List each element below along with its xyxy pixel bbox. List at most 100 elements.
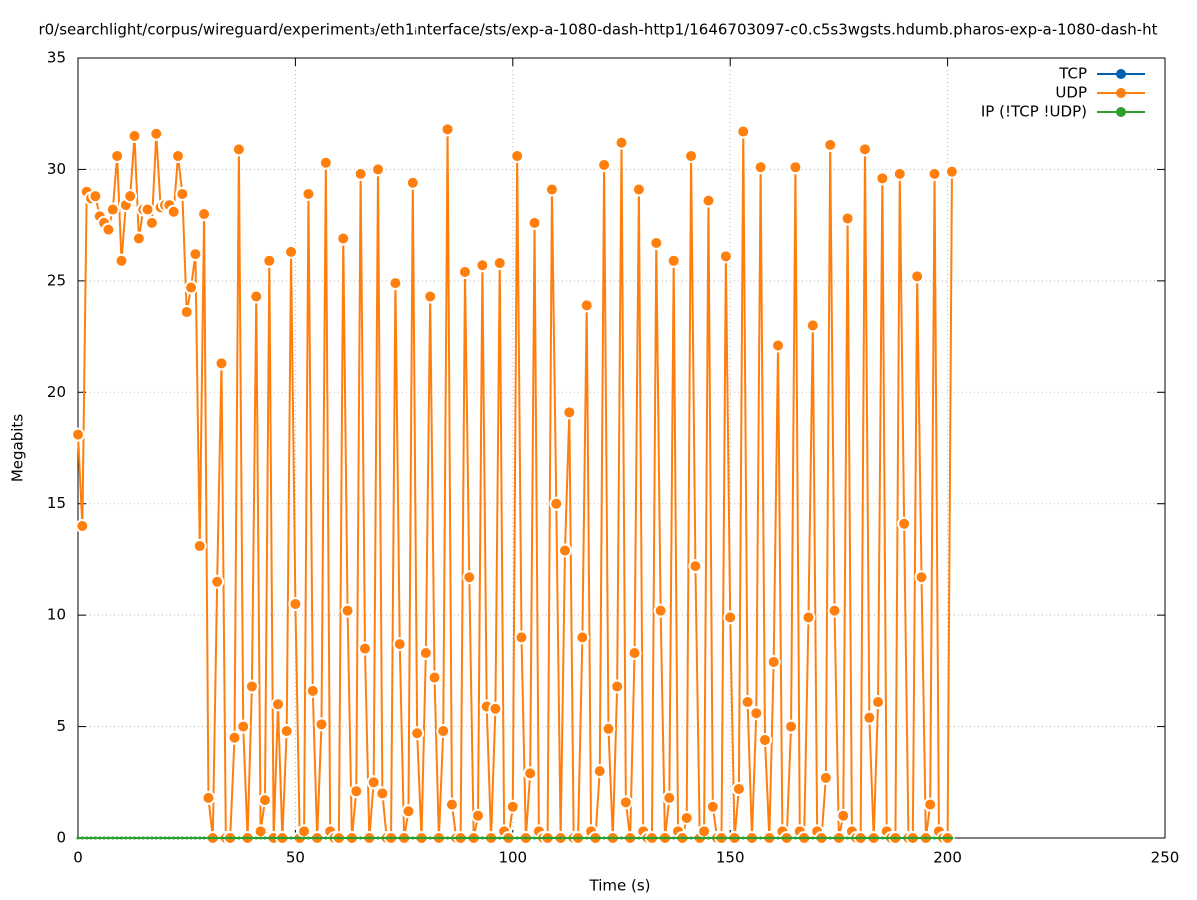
data-point [627, 646, 642, 661]
data-point [875, 171, 890, 186]
data-point [836, 808, 851, 823]
data-point [115, 836, 119, 840]
data-point [676, 836, 680, 840]
data-point [80, 836, 84, 840]
data-point [101, 222, 116, 237]
data-point [123, 189, 138, 204]
data-point [237, 836, 241, 840]
data-point [637, 836, 641, 840]
data-point [546, 836, 550, 840]
data-point [720, 836, 724, 840]
data-point [288, 597, 303, 611]
data-point [398, 836, 402, 840]
data-point [688, 559, 703, 574]
data-point [580, 836, 584, 840]
data-point [262, 253, 277, 268]
data-point [927, 166, 942, 181]
data-point [180, 836, 184, 840]
y-axis-label: Megabits [9, 414, 27, 482]
data-point [293, 836, 297, 840]
data-point [872, 836, 876, 840]
data-point [679, 810, 694, 825]
data-point [319, 836, 323, 840]
data-point [131, 231, 146, 246]
data-point [649, 235, 664, 250]
data-point [467, 836, 471, 840]
data-point [340, 603, 355, 618]
data-point [666, 253, 681, 268]
data-point [924, 836, 928, 840]
data-point [828, 836, 832, 840]
data-point [457, 264, 472, 279]
data-point [767, 836, 771, 840]
data-point [349, 784, 364, 799]
data-point [418, 646, 433, 661]
data-point [410, 726, 425, 741]
data-point [359, 836, 363, 840]
data-point [149, 126, 164, 141]
data-point [93, 836, 97, 840]
data-point [324, 836, 328, 840]
data-point [402, 836, 406, 840]
data-point [280, 836, 284, 840]
data-point [102, 836, 106, 840]
data-point [818, 770, 833, 785]
data-point [880, 836, 884, 840]
data-point [75, 519, 90, 533]
data-point [746, 836, 750, 840]
data-point [354, 836, 358, 840]
data-point [515, 836, 519, 840]
data-point [911, 836, 915, 840]
data-point [615, 836, 619, 840]
data-point [523, 766, 538, 781]
data-point [815, 836, 819, 840]
data-point [298, 836, 302, 840]
data-point [437, 836, 441, 840]
data-point [533, 836, 537, 840]
data-point [415, 836, 419, 840]
data-point [915, 836, 919, 840]
data-point [476, 836, 480, 840]
data-point [598, 836, 602, 840]
data-point [928, 836, 932, 840]
y-tick-label: 10 [47, 606, 66, 624]
data-point [405, 175, 420, 190]
data-point [505, 799, 520, 814]
data-point [154, 836, 158, 840]
data-point [444, 797, 459, 812]
data-point [150, 836, 154, 840]
data-point [763, 836, 767, 840]
data-point [140, 202, 155, 217]
data-point [127, 129, 142, 143]
data-point [263, 836, 267, 840]
y-tick-label: 0 [56, 829, 66, 847]
data-point [824, 836, 828, 840]
data-point [253, 824, 268, 839]
data-point [389, 836, 393, 840]
data-point [110, 149, 125, 164]
data-point [641, 836, 645, 840]
data-point [544, 182, 559, 197]
data-point [628, 836, 632, 840]
data-point [601, 721, 616, 736]
data-point [272, 836, 276, 840]
data-point [249, 289, 264, 304]
x-tick-label: 50 [286, 849, 305, 867]
data-point [892, 166, 907, 181]
data-point [589, 836, 593, 840]
data-point [893, 836, 897, 840]
data-point [489, 836, 493, 840]
data-point [933, 836, 937, 840]
data-point [302, 836, 306, 840]
data-point [462, 570, 477, 585]
y-tick-label: 35 [47, 49, 66, 67]
data-point [227, 730, 242, 745]
data-point [606, 836, 610, 840]
data-point [441, 836, 445, 840]
data-point [863, 836, 867, 840]
data-point [159, 836, 163, 840]
data-point [519, 836, 523, 840]
data-point [233, 836, 237, 840]
data-point [646, 836, 650, 840]
data-point [210, 574, 225, 589]
